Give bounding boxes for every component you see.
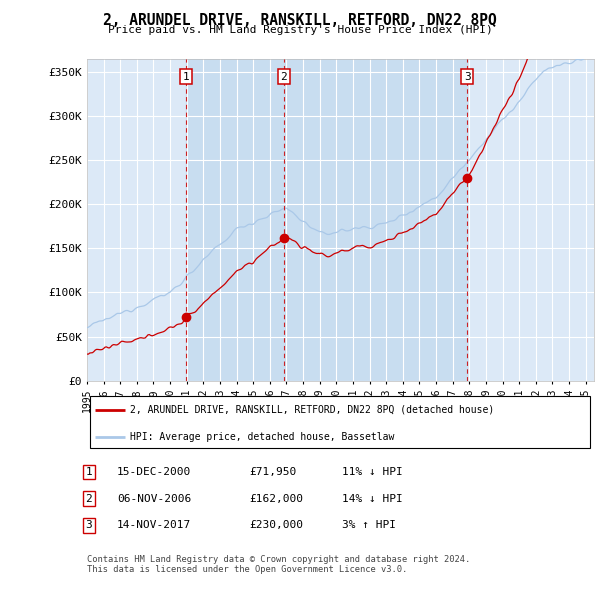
Text: 15-DEC-2000: 15-DEC-2000 [117,467,191,477]
FancyBboxPatch shape [89,396,590,448]
Text: 3: 3 [464,71,470,81]
Text: £230,000: £230,000 [249,520,303,530]
Text: 3: 3 [85,520,92,530]
Text: £71,950: £71,950 [249,467,296,477]
Text: Contains HM Land Registry data © Crown copyright and database right 2024.
This d: Contains HM Land Registry data © Crown c… [87,555,470,574]
Text: Price paid vs. HM Land Registry's House Price Index (HPI): Price paid vs. HM Land Registry's House … [107,25,493,35]
Bar [284,59,467,381]
Text: £162,000: £162,000 [249,494,303,503]
Text: 1: 1 [182,71,190,81]
Text: 11% ↓ HPI: 11% ↓ HPI [342,467,403,477]
Text: 1: 1 [85,467,92,477]
Bar [186,59,284,381]
Text: 2: 2 [85,494,92,503]
Text: 3% ↑ HPI: 3% ↑ HPI [342,520,396,530]
Text: HPI: Average price, detached house, Bassetlaw: HPI: Average price, detached house, Bass… [130,432,394,442]
Text: 2, ARUNDEL DRIVE, RANSKILL, RETFORD, DN22 8PQ (detached house): 2, ARUNDEL DRIVE, RANSKILL, RETFORD, DN2… [130,405,494,415]
Text: 2, ARUNDEL DRIVE, RANSKILL, RETFORD, DN22 8PQ: 2, ARUNDEL DRIVE, RANSKILL, RETFORD, DN2… [103,13,497,28]
Text: 14-NOV-2017: 14-NOV-2017 [117,520,191,530]
Text: 14% ↓ HPI: 14% ↓ HPI [342,494,403,503]
Text: 2: 2 [280,71,287,81]
Text: 06-NOV-2006: 06-NOV-2006 [117,494,191,503]
